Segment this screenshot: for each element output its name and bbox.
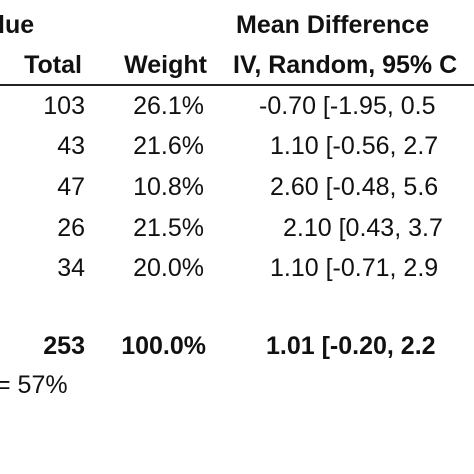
total-cell: 43 — [57, 132, 85, 160]
col-header-total: Total — [24, 51, 82, 79]
effect-measure-title: Mean Difference — [236, 11, 430, 39]
ci-cell: 1.10 [-0.56, 2.7 — [270, 132, 439, 160]
col-header-weight: Weight — [124, 51, 207, 79]
weight-cell: 21.5% — [133, 214, 204, 242]
col-header-method: IV, Random, 95% C — [233, 51, 458, 79]
ci-cell: -0.70 [-1.95, 0.5 — [259, 92, 436, 120]
header-divider — [0, 84, 474, 86]
weight-cell: 26.1% — [133, 92, 204, 120]
total-cell: 47 — [57, 173, 85, 201]
ci-cell: 1.10 [-0.71, 2.9 — [270, 254, 439, 282]
ci-cell: 2.10 [0.43, 3.7 — [283, 214, 443, 242]
weight-cell: 100.0% — [121, 332, 206, 360]
ci-cell: 1.01 [-0.20, 2.2 — [266, 332, 436, 360]
group-title: lue — [0, 11, 35, 39]
total-cell: 34 — [57, 254, 85, 282]
weight-cell: 21.6% — [133, 132, 204, 160]
total-cell: 26 — [57, 214, 85, 242]
ci-cell: 2.60 [-0.48, 5.6 — [270, 173, 439, 201]
heterogeneity-stat: = 57% — [0, 371, 68, 399]
weight-cell: 20.0% — [133, 254, 204, 282]
weight-cell: 10.8% — [133, 173, 204, 201]
total-cell: 103 — [43, 92, 85, 120]
total-cell: 253 — [43, 332, 85, 360]
